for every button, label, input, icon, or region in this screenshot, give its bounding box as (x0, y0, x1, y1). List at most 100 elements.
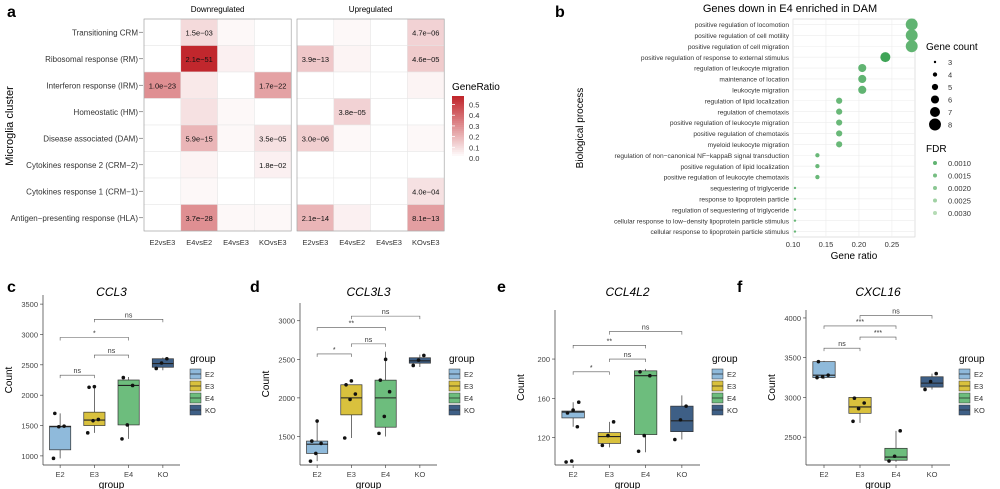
heatmap-cell (333, 18, 371, 46)
boxplot-point (684, 404, 688, 408)
boxplot-point (383, 357, 388, 362)
dotplot-point (905, 29, 918, 42)
boxplot-legend-label: E4 (974, 394, 983, 403)
heatmap-cell (333, 71, 371, 99)
heatmap-cell (180, 151, 218, 179)
dotplot-term-label: positive regulation of locomotion (695, 22, 790, 29)
heatmap-cell (143, 45, 182, 73)
boxplot-legend-label: E2 (464, 370, 473, 379)
heatmap-cell (143, 98, 182, 126)
heatmap-cell (333, 151, 371, 179)
boxplot-box (306, 440, 329, 454)
heatmap-cell-label: 3.5e−05 (259, 134, 286, 143)
boxplot-x-tick-label: E2 (569, 470, 578, 479)
heatmap-legend-swatch (452, 96, 464, 99)
heatmap-cell-label: 1.8e−02 (259, 161, 286, 170)
dotplot-term-label: maintenance of location (719, 77, 789, 84)
heatmap-legend-label: 0.5 (469, 101, 479, 110)
fdr-legend-label: 0.0020 (948, 184, 971, 193)
boxplot-point (121, 375, 126, 380)
dotplot-point (836, 141, 843, 148)
boxplot-point (308, 459, 313, 463)
heatmap-row-label: Interferon response (IRM) (46, 81, 138, 90)
heatmap-facet-border (143, 18, 292, 232)
boxplot-y-title: Count (767, 374, 778, 401)
panel-label-f: f (737, 279, 743, 296)
boxplot-ccl3l3: CCL3L3 1500 2000 2500 3000 Count E2 E3 E4 KO group… (261, 285, 475, 489)
heatmap-row-label: Cytokines response 1 (CRM−1) (26, 187, 138, 196)
dotplot-point (836, 97, 843, 104)
boxplot-point (87, 385, 91, 390)
heatmap-legend-swatch (452, 143, 464, 147)
size-legend-label: 3 (948, 58, 952, 67)
boxplot-point (851, 419, 855, 424)
boxplot-point (319, 441, 323, 446)
dotplot-point (858, 85, 867, 94)
heatmap-legend-swatch (452, 131, 464, 134)
dotplot-term-label: positive regulation of response to exter… (641, 55, 790, 62)
size-legend-dot (933, 60, 937, 64)
dotplot-point (815, 174, 820, 180)
dotplot-point (836, 130, 843, 137)
boxplot-point (923, 387, 927, 392)
heatmap-cell (296, 45, 335, 73)
boxplot-point (130, 383, 135, 388)
heatmap-cell (143, 18, 182, 46)
heatmap-cell-label: 5.9e−15 (186, 134, 213, 143)
heatmap-legend-swatch (452, 112, 464, 116)
heatmap-legend-swatch (452, 106, 464, 109)
heatmap-cell (254, 98, 292, 126)
boxplot-point (120, 437, 124, 441)
heatmap-cell-label: 1.0e−23 (149, 81, 176, 90)
heatmap-legend-label: 0.1 (469, 143, 479, 152)
significance-bracket (823, 325, 897, 329)
dotplot-x-tick-label: 0.10 (786, 240, 801, 249)
boxplot-point (678, 418, 683, 422)
boxplot-x-tick-label: E2 (313, 470, 322, 479)
boxplot-box (634, 370, 658, 435)
fdr-legend-label: 0.0010 (948, 159, 971, 168)
heatmap-cell-label: 1.5e−03 (186, 28, 213, 37)
panel-label-c: c (7, 279, 16, 296)
heatmap-legend-swatch (452, 127, 464, 130)
boxplot-x-tick-label: KO (414, 470, 425, 479)
boxplot-x-tick-label: E4 (124, 470, 133, 479)
boxplot-y-tick-label: 3000 (21, 330, 38, 339)
significance-bracket (823, 347, 861, 352)
significance-bracket (609, 358, 646, 363)
significance-bracket (316, 327, 386, 331)
boxplot-x-tick-label: E3 (347, 470, 356, 479)
heatmap-col-label: KOvsE3 (412, 238, 440, 247)
heatmap-legend-swatch (452, 137, 464, 140)
boxplot-point (862, 401, 866, 405)
boxplot-legend-title: group (712, 354, 738, 365)
heatmap-cell (370, 18, 408, 46)
dotplot-term-label: cellular response to low−density lipopro… (614, 218, 790, 225)
significance-label: ns (365, 337, 373, 344)
significance-bracket (351, 343, 386, 347)
size-legend-label: 8 (948, 121, 952, 130)
heatmap-cell (180, 204, 218, 232)
heatmap-legend-swatch (452, 141, 464, 145)
boxplot-box (597, 432, 621, 444)
dotplot-point (836, 119, 843, 126)
dotplot-point (793, 230, 797, 233)
dotplot-point (858, 74, 867, 83)
boxplot-x-tick-label: E3 (855, 470, 864, 479)
dotplot-point (815, 164, 820, 169)
significance-label: * (93, 331, 96, 338)
boxplot-y-tick-label: 2500 (278, 355, 295, 364)
boxplot-point (642, 433, 647, 438)
boxplot-point (576, 400, 581, 405)
heatmap-cell (370, 204, 408, 232)
heatmap-cell (143, 124, 182, 152)
heatmap-cell (254, 18, 292, 46)
boxplot-y-tick-label: 4000 (784, 314, 801, 323)
significance-bracket (572, 371, 610, 375)
heatmap-cell (333, 204, 371, 232)
boxplot-box (49, 425, 72, 451)
significance-bracket (59, 337, 129, 341)
heatmap-cell (217, 177, 255, 205)
fdr-legend-dot (933, 198, 937, 203)
